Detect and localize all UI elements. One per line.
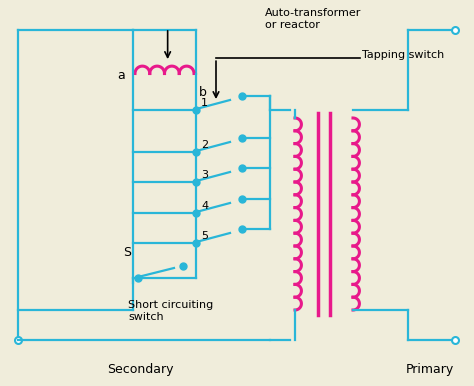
Text: S: S [123, 246, 131, 259]
Text: Tapping switch: Tapping switch [362, 50, 444, 60]
Text: Primary: Primary [406, 364, 454, 376]
Text: 4: 4 [201, 201, 208, 211]
Text: Secondary: Secondary [107, 364, 173, 376]
Text: Auto-transformer: Auto-transformer [265, 8, 361, 18]
Text: a: a [117, 69, 125, 82]
Text: 1: 1 [201, 98, 208, 108]
Text: or reactor: or reactor [265, 20, 320, 30]
Text: 5: 5 [201, 231, 208, 241]
Text: 3: 3 [201, 170, 208, 180]
Text: Short circuiting
switch: Short circuiting switch [128, 300, 213, 322]
Text: b: b [199, 86, 207, 98]
Text: 2: 2 [201, 140, 208, 150]
